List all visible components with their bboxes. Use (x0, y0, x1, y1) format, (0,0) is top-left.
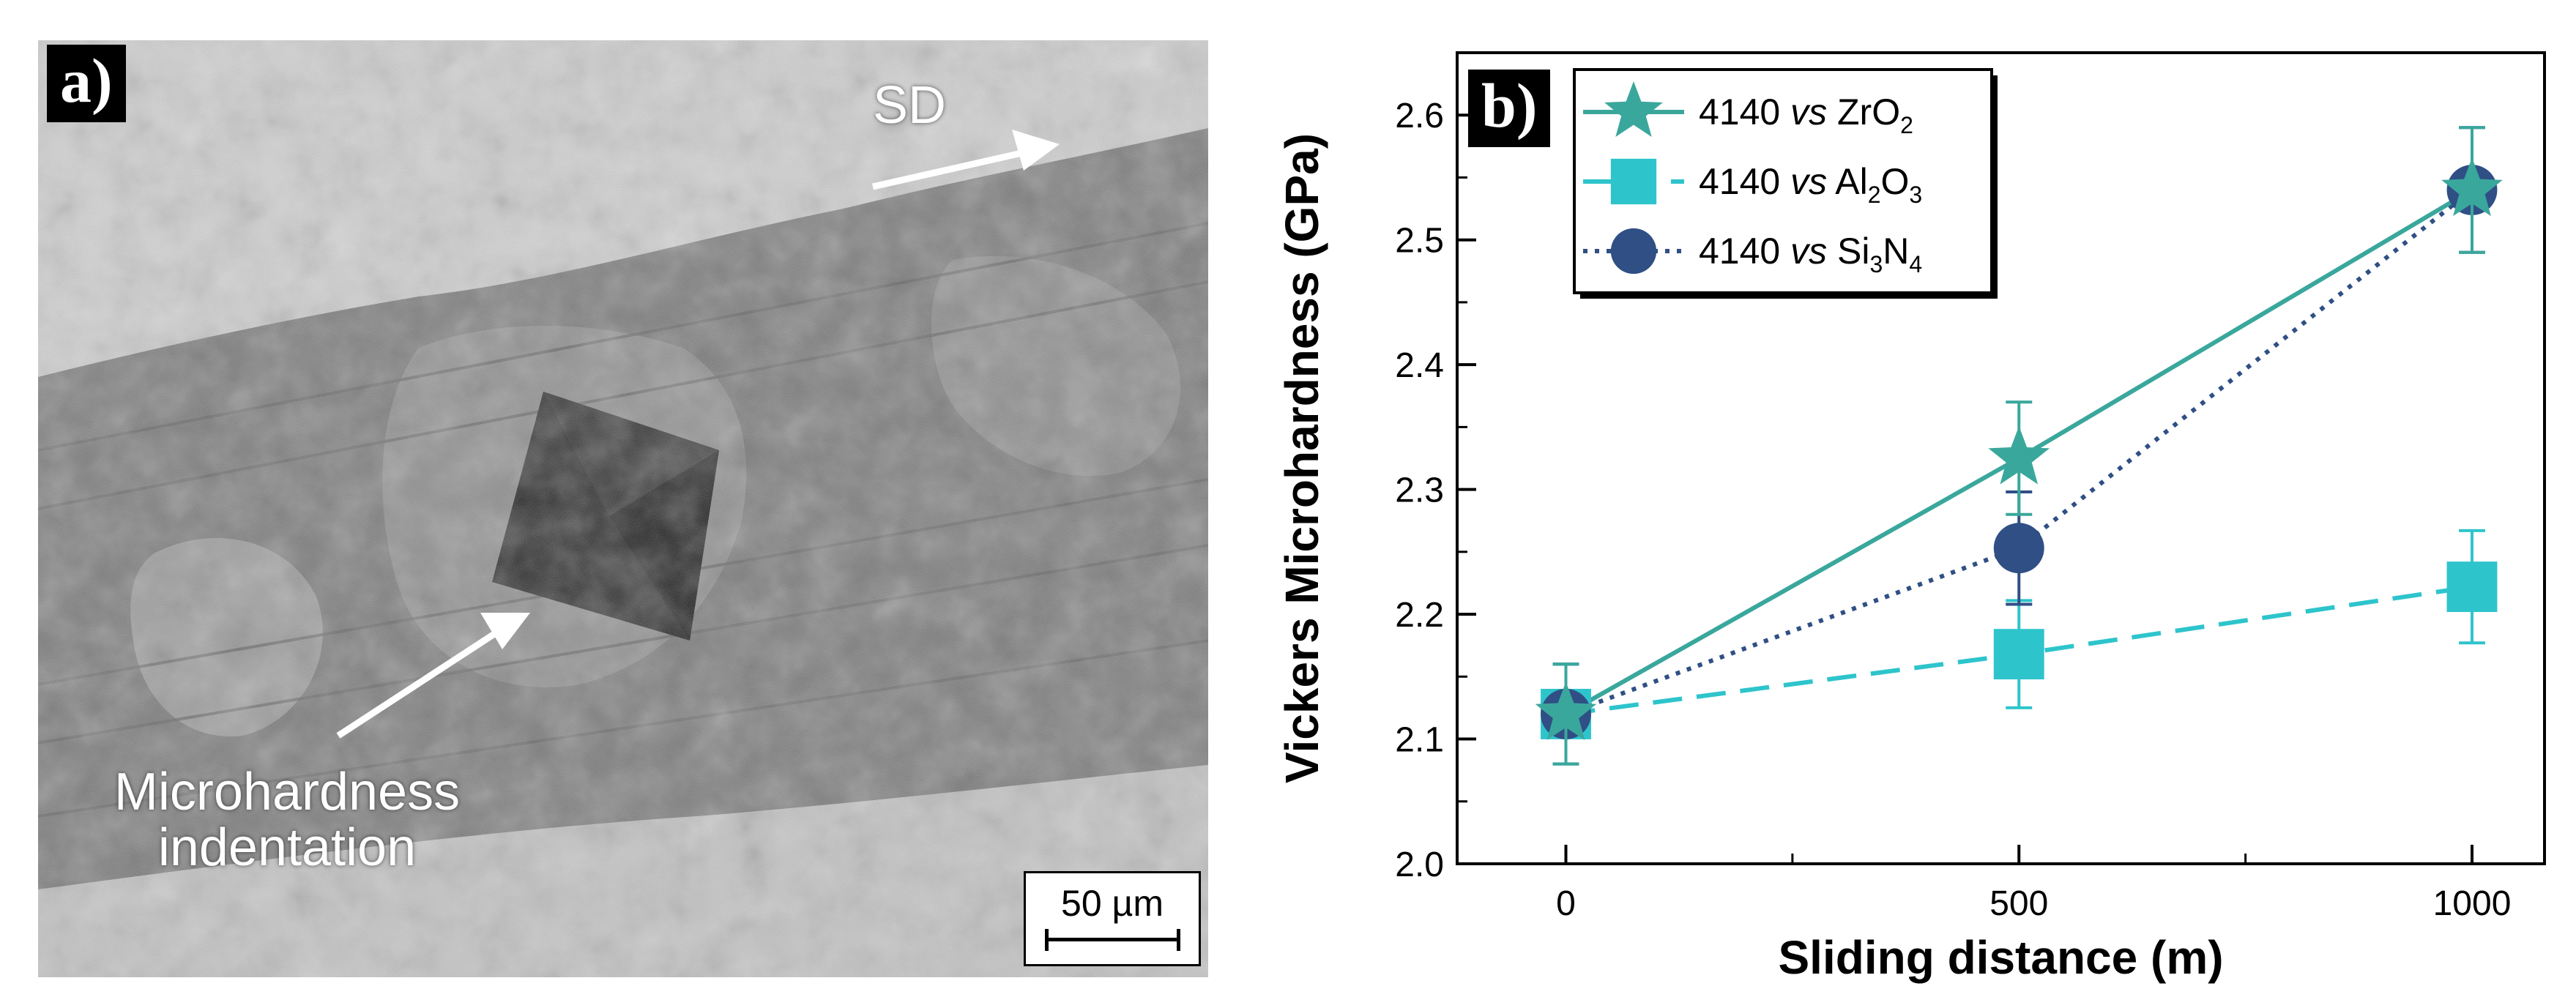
legend-label-part: vs (1790, 231, 1827, 272)
chart-panel: 2.0 2.1 2.2 2.3 2.4 2.5 2.6 0 500 1000 Sliding dis… (1245, 0, 2576, 1008)
y-tick-label: 2.2 (1395, 596, 1444, 635)
y-tick-label: 2.5 (1395, 222, 1444, 261)
scale-bar-tick (1045, 929, 1049, 951)
scale-bar-line (1046, 938, 1178, 941)
legend-label-part: 2 (1900, 112, 1913, 138)
legend-label-part: 2 (1868, 182, 1881, 208)
legend-label-part: 3 (1909, 182, 1922, 208)
micrograph-panel: a) SD Microhardness indentation 50 µm (38, 40, 1208, 977)
legend-label-part: 4140 (1699, 231, 1790, 272)
y-tick-label: 2.6 (1395, 97, 1444, 135)
sliding-direction-label: SD (873, 76, 947, 135)
y-tick-label: 2.3 (1395, 471, 1444, 510)
x-tick-label: 1000 (2433, 884, 2512, 923)
legend-label-part: O (1881, 161, 1910, 202)
y-axis-label: Vickers Microhardness (GPa) (1276, 133, 1328, 783)
y-tick-label: 2.0 (1395, 845, 1444, 884)
data-point (1993, 523, 2044, 574)
series-markers-0 (1535, 126, 2503, 766)
legend-label-part: 4140 (1699, 161, 1790, 202)
data-point (1535, 682, 1597, 740)
y-tick-label: 2.4 (1395, 346, 1444, 385)
data-point (2441, 157, 2503, 217)
indentation-label-line1: Microhardness (113, 763, 461, 821)
legend-label: 4140 vs ZrO2 (1699, 92, 1913, 138)
legend-label-part: 4 (1909, 251, 1922, 277)
legend-label-part: vs (1790, 92, 1827, 132)
legend-label: 4140 vs Al2O3 (1699, 161, 1922, 208)
legend-marker (1610, 158, 1657, 205)
legend-marker (1610, 228, 1657, 275)
indentation-arrow (336, 613, 530, 739)
legend-label-part: ZrO (1827, 92, 1900, 132)
micrograph-image (38, 40, 1208, 977)
legend-label-part: N (1883, 231, 1909, 272)
legend-marker (1604, 81, 1663, 137)
indentation-label-line2: indentation (157, 818, 417, 877)
indentation-annotation: Microhardness indentation (82, 763, 492, 877)
scale-bar-label: 50 µm (1061, 883, 1164, 924)
panel-b-label: b) (1468, 70, 1551, 147)
plot-frame (1456, 51, 2546, 865)
microhardness-chart: 2.0 2.1 2.2 2.3 2.4 2.5 2.6 0 500 1000 Sliding dis… (1276, 51, 2546, 984)
legend-label: 4140 vs Si3N4 (1699, 231, 1922, 277)
legend-label-part: vs (1790, 161, 1827, 202)
scale-bar: 50 µm (1024, 871, 1201, 966)
x-tick-label: 500 (1989, 884, 2048, 923)
legend-label-part: Al (1827, 161, 1868, 202)
sd-arrow (872, 130, 1060, 190)
x-axis-label: Sliding distance (m) (1778, 931, 2223, 984)
panel-a-label: a) (47, 45, 126, 122)
y-tick-label: 2.1 (1395, 721, 1444, 760)
legend-label-part: 4140 (1699, 92, 1790, 132)
x-tick-label: 0 (1556, 884, 1576, 923)
data-point (1993, 629, 2044, 680)
legend-label-part: Si (1827, 231, 1869, 272)
scale-bar-tick (1177, 929, 1180, 951)
legend-label-part: 3 (1869, 251, 1883, 277)
data-point (2446, 561, 2498, 613)
data-point (1988, 426, 2050, 485)
